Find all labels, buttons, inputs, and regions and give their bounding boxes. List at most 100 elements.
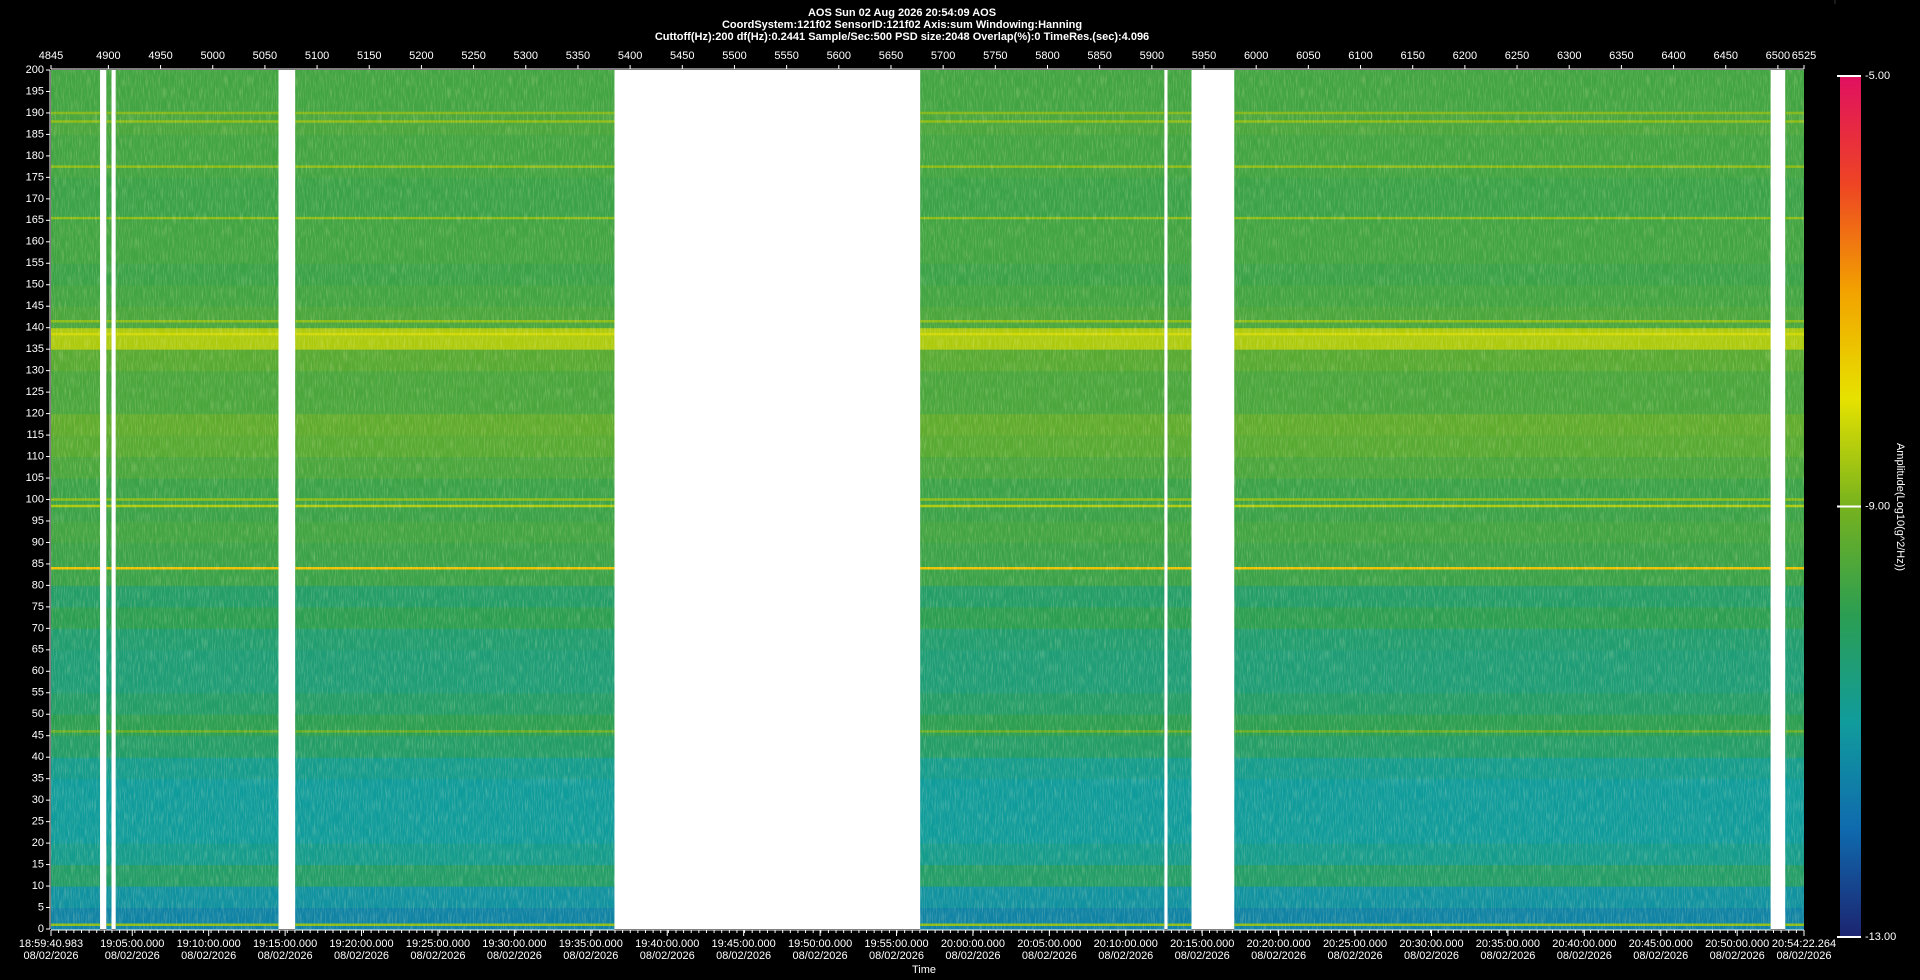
x-tick-date: 08/02/2026 bbox=[105, 950, 160, 962]
x2-tick-label: 6150 bbox=[1400, 50, 1424, 62]
x2-tick-label: 5400 bbox=[618, 50, 642, 62]
x2-tick-label: 5600 bbox=[827, 50, 851, 62]
y-tick-label: 135 bbox=[26, 343, 44, 355]
x-tick-date: 08/02/2026 bbox=[258, 950, 313, 962]
y-tick-label: 140 bbox=[26, 322, 44, 334]
x-tick-label: 20:45:00.000 bbox=[1629, 938, 1693, 950]
x-tick-date: 08/02/2026 bbox=[945, 950, 1000, 962]
y-tick-label: 155 bbox=[26, 257, 44, 269]
x-tick-label: 20:30:00.000 bbox=[1399, 938, 1463, 950]
texture bbox=[920, 70, 1165, 929]
x-tick-date: 08/02/2026 bbox=[1404, 950, 1459, 962]
x2-tick-label: 6500 bbox=[1766, 50, 1790, 62]
x-tick-label: 19:20:00.000 bbox=[329, 938, 393, 950]
texture bbox=[51, 70, 101, 929]
y-tick-label: 200 bbox=[26, 64, 44, 76]
x2-tick-label: 4845 bbox=[39, 50, 63, 62]
x-tick-date: 08/02/2026 bbox=[716, 950, 771, 962]
y-tick-label: 130 bbox=[26, 365, 44, 377]
y-tick-label: 125 bbox=[26, 386, 44, 398]
y-tick-label: 195 bbox=[26, 85, 44, 97]
y-tick-label: 100 bbox=[26, 493, 44, 505]
x-axis-title: Time bbox=[912, 964, 936, 976]
y-tick-label: 75 bbox=[32, 601, 44, 613]
y-tick-label: 40 bbox=[32, 751, 44, 763]
x-tick-label: 19:10:00.000 bbox=[177, 938, 241, 950]
x2-tick-label: 5100 bbox=[305, 50, 329, 62]
colorbar-tick-label: -9.00 bbox=[1865, 500, 1890, 512]
x2-tick-label: 4900 bbox=[96, 50, 120, 62]
x-tick-label: 20:35:00.000 bbox=[1476, 938, 1540, 950]
y-tick-label: 150 bbox=[26, 279, 44, 291]
x2-tick-label: 5750 bbox=[983, 50, 1007, 62]
x2-tick-label: 6300 bbox=[1557, 50, 1581, 62]
x2-tick-label: 5350 bbox=[566, 50, 590, 62]
y-tick-label: 90 bbox=[32, 536, 44, 548]
x2-tick-label: 6450 bbox=[1713, 50, 1737, 62]
x2-tick-label: 5850 bbox=[1087, 50, 1111, 62]
x-tick-label: 20:54:22.264 bbox=[1772, 938, 1836, 950]
x-tick-label: 19:30:00.000 bbox=[482, 938, 546, 950]
x-tick-label: 20:25:00.000 bbox=[1323, 938, 1387, 950]
y-tick-label: 60 bbox=[32, 665, 44, 677]
x2-tick-label: 5500 bbox=[722, 50, 746, 62]
x-tick-date: 08/02/2026 bbox=[563, 950, 618, 962]
y-tick-label: 175 bbox=[26, 171, 44, 183]
x-tick-date: 08/02/2026 bbox=[23, 950, 78, 962]
colorbar-label: Amplitude(Log10(g^2/Hz)) bbox=[1894, 443, 1906, 571]
y-tick-label: 110 bbox=[26, 450, 44, 462]
x2-tick-label: 5050 bbox=[253, 50, 277, 62]
y-tick-label: 20 bbox=[32, 837, 44, 849]
texture bbox=[115, 70, 279, 929]
x-tick-label: 19:45:00.000 bbox=[712, 938, 776, 950]
x-tick-label: 19:35:00.000 bbox=[559, 938, 623, 950]
texture bbox=[1785, 70, 1804, 929]
x2-tick-label: 5800 bbox=[1035, 50, 1059, 62]
x-tick-label: 19:05:00.000 bbox=[100, 938, 164, 950]
x-tick-date: 08/02/2026 bbox=[1776, 950, 1831, 962]
colorbar-tick-label: -5.00 bbox=[1865, 70, 1890, 82]
x-tick-date: 08/02/2026 bbox=[869, 950, 924, 962]
x-tick-date: 08/02/2026 bbox=[1328, 950, 1383, 962]
x2-tick-label: 6525 bbox=[1792, 50, 1816, 62]
x2-tick-label: 6350 bbox=[1609, 50, 1633, 62]
x-tick-label: 20:00:00.000 bbox=[941, 938, 1005, 950]
y-tick-label: 45 bbox=[32, 730, 44, 742]
x2-tick-label: 5000 bbox=[200, 50, 224, 62]
x-tick-date: 08/02/2026 bbox=[1098, 950, 1153, 962]
y-tick-label: 85 bbox=[32, 558, 44, 570]
x-tick-label: 20:05:00.000 bbox=[1017, 938, 1081, 950]
x2-tick-label: 5550 bbox=[774, 50, 798, 62]
texture bbox=[295, 70, 615, 929]
x2-tick-label: 5450 bbox=[670, 50, 694, 62]
y-tick-label: 120 bbox=[26, 408, 44, 420]
chart-title: AOS Sun 02 Aug 2026 20:54:09 AOS bbox=[808, 7, 996, 19]
x2-tick-label: 5300 bbox=[514, 50, 538, 62]
y-tick-label: 105 bbox=[26, 472, 44, 484]
x-tick-label: 20:50:00.000 bbox=[1705, 938, 1769, 950]
x-tick-label: 18:59:40.983 bbox=[19, 938, 83, 950]
colorbar-tick-label: -13.00 bbox=[1865, 931, 1896, 943]
x2-tick-label: 5150 bbox=[357, 50, 381, 62]
x-tick-label: 20:20:00.000 bbox=[1247, 938, 1311, 950]
y-tick-label: 25 bbox=[32, 816, 44, 828]
x2-tick-label: 6100 bbox=[1348, 50, 1372, 62]
x2-tick-label: 5700 bbox=[931, 50, 955, 62]
x2-tick-label: 6000 bbox=[1244, 50, 1268, 62]
x2-tick-label: 5250 bbox=[461, 50, 485, 62]
x-tick-label: 19:55:00.000 bbox=[864, 938, 928, 950]
y-tick-label: 50 bbox=[32, 708, 44, 720]
x-tick-label: 19:15:00.000 bbox=[253, 938, 317, 950]
x-tick-date: 08/02/2026 bbox=[1175, 950, 1230, 962]
x-tick-label: 20:15:00.000 bbox=[1170, 938, 1234, 950]
x2-tick-label: 5900 bbox=[1140, 50, 1164, 62]
x2-tick-label: 6400 bbox=[1661, 50, 1685, 62]
x2-tick-label: 6050 bbox=[1296, 50, 1320, 62]
x-tick-date: 08/02/2026 bbox=[410, 950, 465, 962]
y-tick-label: 165 bbox=[26, 214, 44, 226]
x-tick-date: 08/02/2026 bbox=[1251, 950, 1306, 962]
x-tick-label: 19:40:00.000 bbox=[635, 938, 699, 950]
y-tick-label: 70 bbox=[32, 622, 44, 634]
